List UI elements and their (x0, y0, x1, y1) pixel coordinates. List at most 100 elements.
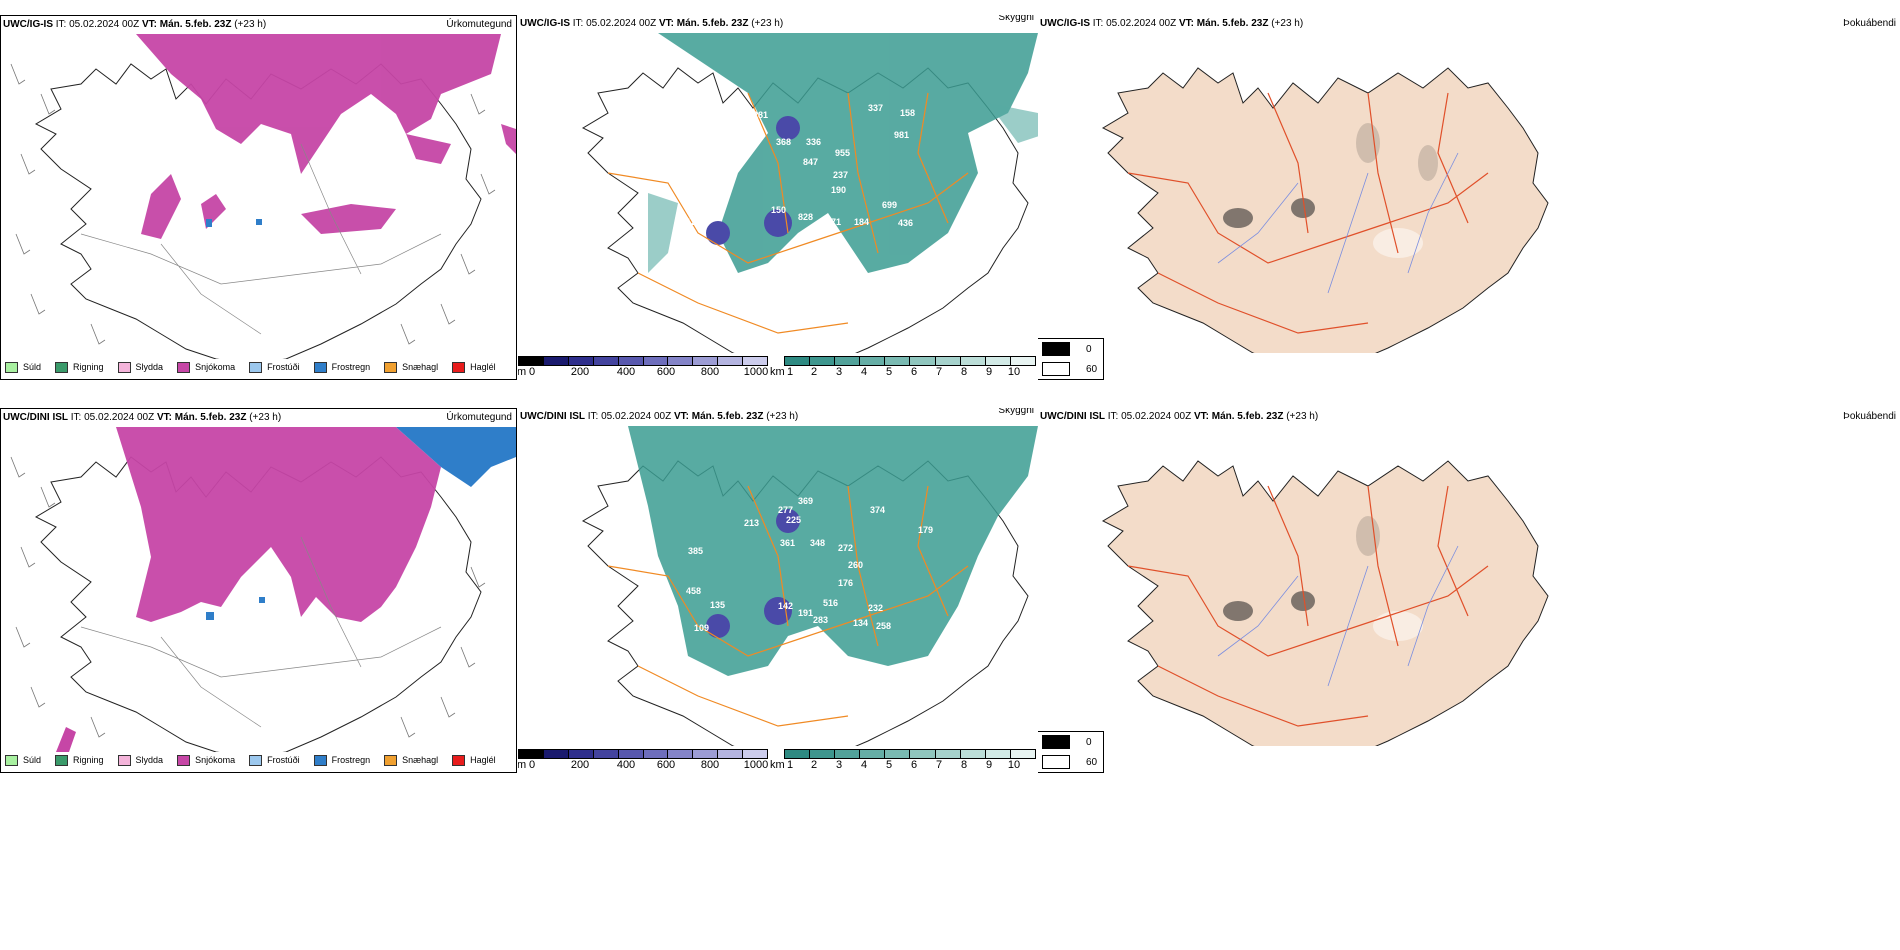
vt-label: VT: (673, 411, 689, 422)
panel-header: UWC/IG-IS IT: 05.02.2024 00Z VT: Mán. 5.… (520, 15, 1034, 31)
vt-value: Mán. 5.feb. 23Z (1196, 18, 1269, 29)
river-lines (1217, 152, 1459, 294)
vt-label: VT: (156, 412, 172, 423)
model-name: UWC/DINI ISL (520, 411, 585, 422)
cloud-fields (628, 426, 1038, 676)
colorbar-km-ticks: km 1 2 3 4 5 6 7 8 9 10 (770, 759, 1021, 771)
cloud-ceiling-label: 516 (823, 598, 838, 608)
cloud-ceiling-label: 361 (780, 538, 795, 548)
cloud-ceiling-label: 337 (868, 103, 883, 113)
it-value: 05.02.2024 00Z (1121, 411, 1192, 422)
legend-item-hagl: Haglél (452, 361, 496, 373)
lead-time: (+23 h) (234, 19, 267, 30)
it-value: 05.02.2024 00Z (601, 411, 672, 422)
legend-item-snjokoma: Snjókoma (177, 754, 235, 766)
snow-areas (116, 427, 441, 622)
cloud-fields (648, 33, 1038, 273)
legend-item-slydda: Slydda (117, 754, 163, 766)
panel-header: UWC/DINI ISL IT: 05.02.2024 00Z VT: Mán.… (1040, 410, 1896, 424)
cloud-ceiling-label: 828 (798, 212, 813, 222)
it-label: IT: (70, 412, 82, 423)
cloud-ceiling-label: 369 (798, 496, 813, 506)
cloud-ceiling-label: 150 (771, 205, 786, 215)
it-label: IT: (587, 411, 599, 422)
vt-value: Mán. 5.feb. 23Z (174, 412, 247, 423)
colorbar-m-swatches (518, 749, 768, 759)
river-lines (1217, 545, 1459, 687)
it-value: 05.02.2024 00Z (84, 412, 155, 423)
cloud-ceiling-label: 237 (833, 170, 848, 180)
cloud-ceiling-label: 221 (736, 125, 751, 135)
fog-legend-row: 60 (1038, 359, 1103, 379)
cloud-panel-bottom: UWC/DINI ISL IT: 05.02.2024 00Z VT: Mán.… (518, 408, 1038, 773)
precip-legend: Súld Rigning Slydda Snjókoma Frostúði Fr… (5, 752, 510, 768)
model-name: UWC/IG-IS (3, 19, 53, 30)
it-label: IT: (1107, 411, 1119, 422)
panel-title: Úrkomutegund (446, 412, 512, 423)
legend-item-sudl: Súld (5, 361, 41, 373)
lead-time: (+23 h) (751, 18, 784, 29)
fog-legend-row: 0 (1038, 732, 1103, 752)
fog-legend: 0 60 (1038, 731, 1105, 773)
cloud-ceiling-label: 213 (744, 518, 759, 528)
lead-time: (+23 h) (1286, 411, 1319, 422)
panel-header: UWC/IG-IS IT: 05.02.2024 00Z VT: Mán. 5.… (3, 18, 512, 32)
colorbar-km: km 1 2 3 4 5 6 7 8 9 10 (770, 749, 1036, 773)
legend-item-slydda: Slydda (117, 361, 163, 373)
fog-patches (1223, 123, 1438, 258)
model-name: UWC/DINI ISL (1040, 411, 1105, 422)
it-label: IT: (1092, 18, 1104, 29)
colorbar-km: km 1 2 3 4 5 6 7 8 9 10 (770, 356, 1036, 380)
cloud-ceiling-label: 134 (853, 618, 868, 628)
precip-map (10, 427, 516, 752)
fog-legend: 0 60 (1038, 338, 1105, 380)
panel-title: Skyggni (998, 408, 1034, 416)
cloud-ceiling-label: 436 (898, 218, 913, 228)
colorbar-km-unit: km (770, 759, 785, 771)
cloud-ceiling-label: 158 (900, 108, 915, 118)
cloud-ceiling-label: 181 (710, 200, 725, 210)
colorbar-m-unit: m (518, 366, 527, 378)
vt-value: Mán. 5.feb. 23Z (691, 411, 764, 422)
legend-item-frostregn: Frostregn (313, 754, 370, 766)
wind-barbs (10, 456, 486, 738)
colorbar-m: m 0 200 400 600 800 1000 (518, 356, 768, 380)
panel-title: Þokuábendi (1843, 411, 1896, 422)
it-label: IT: (55, 19, 67, 30)
colorbar-km-ticks: km 1 2 3 4 5 6 7 8 9 10 (770, 366, 1021, 378)
it-value: 05.02.2024 00Z (1106, 18, 1177, 29)
cloud-ceiling-label: 191 (798, 608, 813, 618)
cloud-ceiling-label: 699 (882, 200, 897, 210)
legend-item-snaehagl: Snæhagl (384, 361, 438, 373)
panel-title: Úrkomutegund (446, 19, 512, 30)
cloud-ceiling-label: 847 (803, 157, 818, 167)
road-lines (1127, 92, 1489, 334)
road-lines (80, 536, 442, 728)
panel-header: UWC/IG-IS IT: 05.02.2024 00Z VT: Mán. 5.… (1040, 17, 1896, 31)
cloud-ceiling-label: 190 (831, 185, 846, 195)
road-lines (607, 485, 969, 727)
glacier-blobs (706, 509, 800, 638)
panel-title: Skyggni (998, 15, 1034, 23)
cloud-ceiling-label: 232 (868, 603, 883, 613)
fog-map (1102, 460, 1549, 746)
cloud-ceiling-label: 281 (753, 110, 768, 120)
cloud-panel-top: UWC/IG-IS IT: 05.02.2024 00Z VT: Mán. 5.… (518, 15, 1038, 380)
precip-map (10, 34, 516, 359)
colorbar-m-ticks: m 0 200 400 600 800 1000 (518, 366, 769, 378)
legend-item-rigning: Rigning (55, 754, 104, 766)
cloud-ceiling-label: 176 (838, 578, 853, 588)
colorbar-km-unit: km (770, 366, 785, 378)
precip-panel-bottom: UWC/DINI ISL IT: 05.02.2024 00Z VT: Mán.… (0, 408, 517, 773)
vt-label: VT: (1178, 18, 1194, 29)
cloud-ceiling-label: 981 (894, 130, 909, 140)
colorbar-m-ticks: m 0 200 400 600 800 1000 (518, 759, 769, 771)
it-value: 05.02.2024 00Z (586, 18, 657, 29)
cloud-ceiling-label: 258 (876, 621, 891, 631)
precip-panel-top: UWC/IG-IS IT: 05.02.2024 00Z VT: Mán. 5.… (0, 15, 517, 380)
it-label: IT: (572, 18, 584, 29)
vt-value: Mán. 5.feb. 23Z (1211, 411, 1284, 422)
